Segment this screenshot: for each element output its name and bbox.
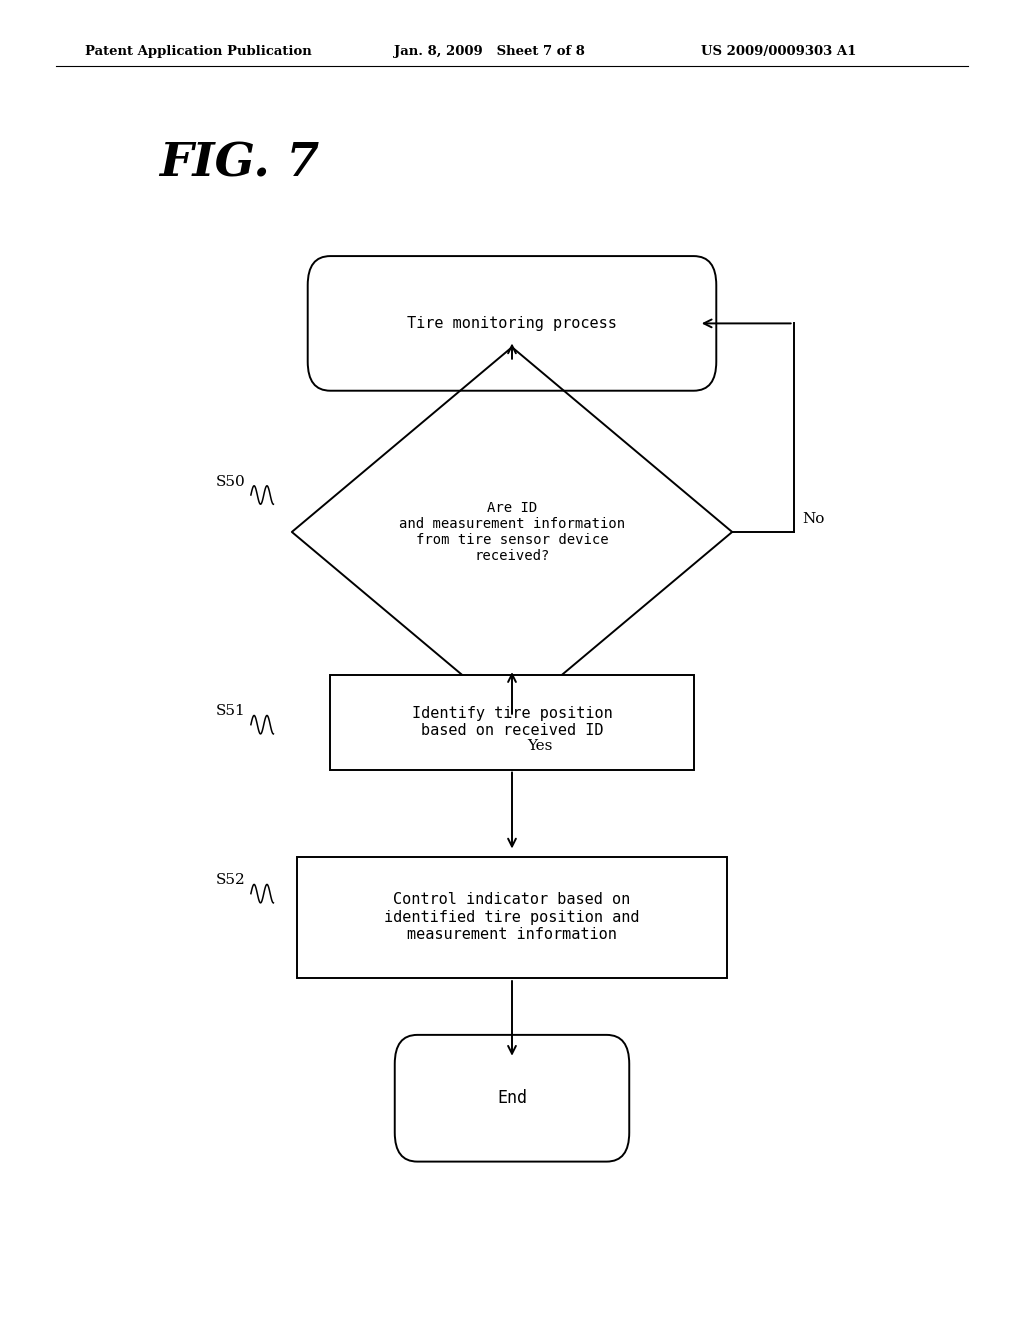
Text: Yes: Yes [527,739,553,752]
Text: Tire monitoring process: Tire monitoring process [408,315,616,331]
Text: S51: S51 [216,705,246,718]
FancyBboxPatch shape [297,857,727,978]
Text: Jan. 8, 2009   Sheet 7 of 8: Jan. 8, 2009 Sheet 7 of 8 [394,45,585,58]
Text: End: End [497,1089,527,1107]
FancyBboxPatch shape [330,675,694,770]
Text: S50: S50 [216,475,246,488]
Text: Control indicator based on
identified tire position and
measurement information: Control indicator based on identified ti… [384,892,640,942]
Text: Patent Application Publication: Patent Application Publication [85,45,311,58]
Text: Identify tire position
based on received ID: Identify tire position based on received… [412,706,612,738]
FancyBboxPatch shape [394,1035,629,1162]
Text: FIG. 7: FIG. 7 [159,141,318,186]
FancyBboxPatch shape [307,256,717,391]
Text: S52: S52 [216,874,246,887]
Text: US 2009/0009303 A1: US 2009/0009303 A1 [701,45,857,58]
Text: No: No [802,512,824,525]
Text: Are ID
and measurement information
from tire sensor device
received?: Are ID and measurement information from … [399,500,625,564]
